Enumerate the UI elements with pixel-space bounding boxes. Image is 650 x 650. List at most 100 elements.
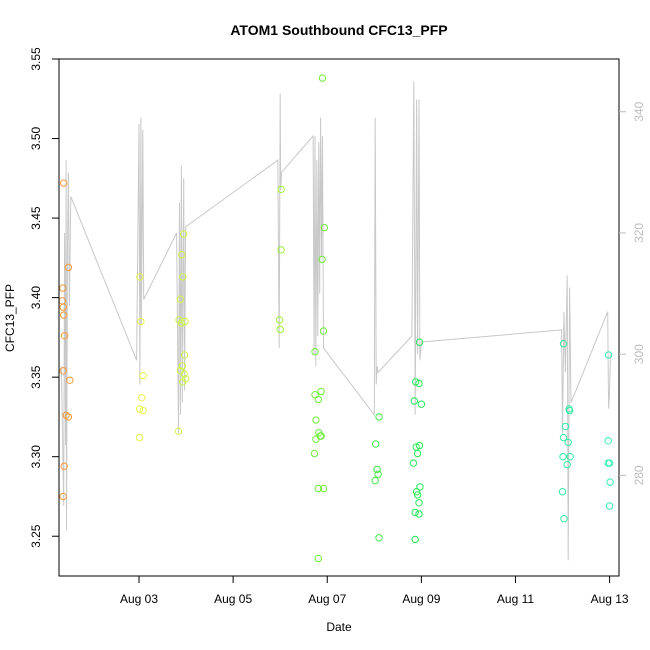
data-point-36 [276, 316, 284, 324]
data-point-58 [374, 470, 382, 478]
data-point-5 [60, 332, 69, 340]
data-point-18 [139, 406, 147, 415]
y-axis-label: CFC13_PFP [3, 284, 17, 352]
y-axis-right: 280 300 320 340 [619, 101, 646, 485]
data-point-69 [409, 459, 418, 467]
data-point-80 [561, 422, 570, 431]
data-point-68 [413, 449, 422, 458]
x-tick-label-4: Aug 11 [497, 592, 534, 606]
y2-tick-label-2: 320 [632, 223, 646, 243]
y-tick-label-1: 3.30 [29, 445, 43, 469]
data-point-11 [60, 462, 68, 470]
data-point-67 [415, 441, 424, 450]
data-point-79 [565, 406, 574, 415]
altitude-series [60, 81, 611, 561]
data-point-8 [66, 376, 74, 384]
data-point-40 [318, 255, 326, 264]
data-point-41 [319, 327, 328, 335]
data-point-61 [415, 338, 424, 346]
data-point-51 [310, 449, 319, 458]
data-point-87 [560, 515, 568, 523]
data-point-24 [176, 295, 185, 303]
data-point-16 [138, 394, 146, 402]
y-tick-label-4: 3.45 [29, 206, 43, 230]
altitude-line [60, 81, 611, 561]
data-point-45 [314, 395, 322, 404]
y-axis: 3.25 3.30 3.35 3.40 3.45 3.50 3.55 [29, 47, 60, 548]
y2-tick-label-0: 280 [632, 465, 646, 485]
data-point-26 [181, 317, 189, 326]
data-point-84 [566, 453, 574, 461]
data-point-77 [559, 340, 568, 348]
data-point-55 [375, 413, 383, 421]
data-point-34 [277, 185, 285, 194]
y-tick-label-6: 3.55 [29, 47, 43, 71]
data-point-13 [136, 273, 144, 281]
data-point-53 [319, 484, 328, 493]
data-point-28 [178, 362, 187, 370]
data-point-33 [174, 427, 183, 435]
data-point-10 [64, 413, 73, 421]
data-point-72 [413, 491, 422, 499]
data-point-0 [60, 179, 68, 187]
data-point-75 [415, 510, 423, 518]
x-tick-label-1: Aug 05 [214, 592, 252, 606]
data-point-39 [320, 223, 329, 232]
data-point-6 [59, 367, 67, 375]
data-point-93 [605, 502, 614, 510]
data-point-64 [410, 397, 418, 405]
data-point-65 [417, 400, 426, 408]
data-point-15 [139, 371, 147, 380]
data-point-92 [606, 478, 614, 486]
data-point-38 [318, 74, 327, 82]
data-point-14 [137, 317, 145, 326]
data-point-3 [59, 303, 67, 311]
data-point-43 [317, 387, 325, 396]
data-point-27 [180, 351, 189, 359]
chart-title: ATOM1 Southbound CFC13_PFP [230, 22, 447, 38]
data-point-44 [311, 391, 319, 399]
x-tick-label-3: Aug 09 [402, 592, 440, 606]
data-point-12 [59, 492, 67, 501]
data-point-73 [415, 499, 423, 507]
data-point-7 [64, 263, 73, 272]
data-point-81 [559, 433, 568, 442]
data-point-23 [179, 273, 187, 281]
x-tick-label-5: Aug 13 [591, 592, 629, 606]
y-tick-label-5: 3.50 [29, 126, 43, 150]
data-point-50 [312, 435, 320, 443]
data-point-4 [60, 311, 68, 319]
y2-tick-label-1: 300 [632, 344, 646, 364]
data-point-57 [373, 465, 381, 474]
data-point-42 [311, 348, 319, 356]
x-tick-label-2: Aug 07 [308, 592, 346, 606]
x-tick-label-0: Aug 03 [120, 592, 158, 606]
data-point-46 [312, 416, 320, 424]
data-point-9 [62, 411, 70, 419]
data-point-19 [135, 433, 144, 442]
data-point-35 [277, 246, 285, 254]
x-axis: Aug 03 Aug 05 Aug 07 Aug 09 Aug 11 Aug 13 [120, 575, 629, 606]
data-point-89 [604, 437, 612, 445]
x-axis-label: Date [326, 620, 352, 634]
data-point-37 [276, 325, 284, 334]
data-point-86 [558, 488, 567, 496]
data-point-76 [411, 535, 419, 544]
data-point-56 [372, 440, 380, 448]
data-point-85 [563, 460, 571, 469]
data-point-21 [180, 230, 188, 238]
y-tick-label-3: 3.40 [29, 286, 43, 310]
y2-tick-label-3: 340 [632, 101, 646, 121]
data-point-71 [412, 488, 421, 496]
scatter-series [58, 74, 614, 563]
data-point-17 [135, 405, 144, 413]
data-point-30 [180, 370, 188, 378]
data-point-59 [371, 476, 379, 485]
data-point-88 [604, 351, 613, 359]
data-point-83 [559, 453, 567, 461]
y-tick-label-2: 3.35 [29, 365, 43, 389]
data-point-25 [177, 319, 186, 327]
data-point-54 [314, 554, 322, 563]
data-point-32 [179, 378, 187, 386]
